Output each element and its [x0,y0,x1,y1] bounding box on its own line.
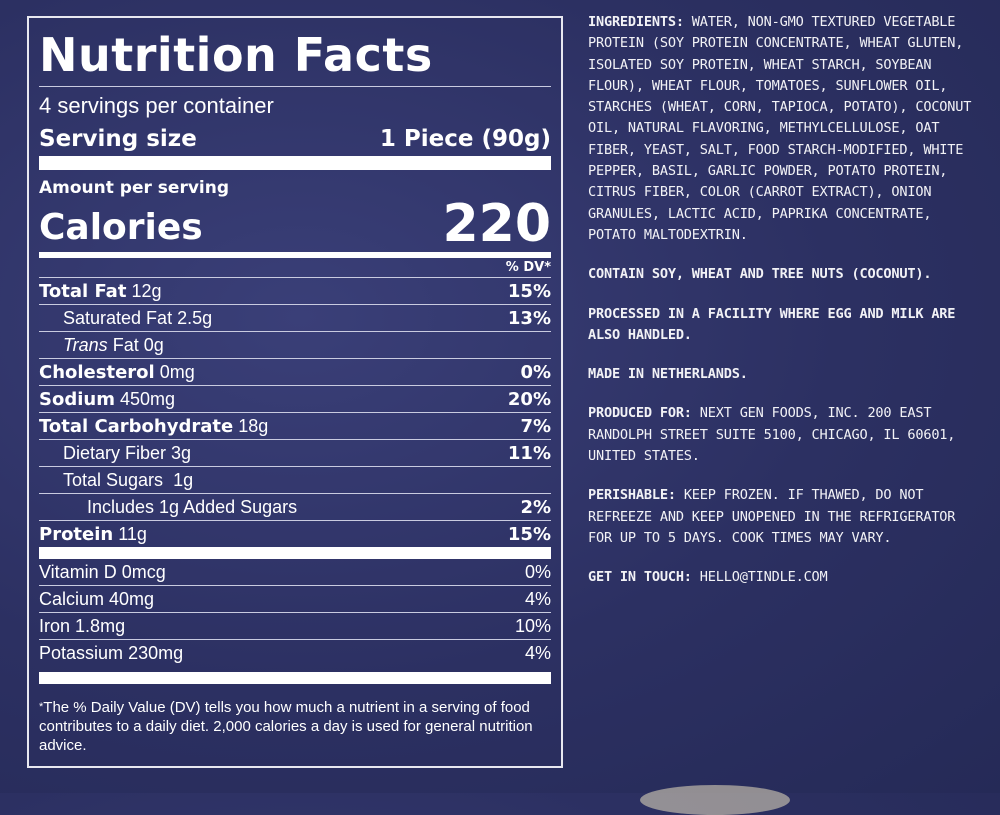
daily-value-footnote: *The % Daily Value (DV) tells you how mu… [39,699,533,754]
nutrient-name: Total Fat [39,280,127,302]
serving-size-value: 1 Piece (90g) [379,126,551,152]
daily-value-header: % DV* [505,260,551,275]
vitamin-name: Potassium [39,642,124,663]
nutrient-dv: 2% [520,496,551,518]
vitamin-amount: 40mg [109,588,155,609]
nutrient-amount: 18g [238,415,269,436]
nutrient-row-sodium: Sodium 450mg 20% [39,385,551,412]
nutrient-dv: 15% [507,280,551,302]
nutrient-dv: 0% [520,361,551,383]
thick-divider [39,156,551,170]
produced-for-heading: PRODUCED FOR: [588,405,692,422]
servings-per-container: 4 servings per container [39,93,274,118]
nutrient-amount: 1g [173,469,194,490]
thick-divider [39,672,551,684]
divider [39,86,551,87]
calories-label: Calories [39,207,203,248]
vitamin-dv: 4% [524,588,551,609]
nutrient-dv: 13% [507,307,551,329]
nutrient-row-total-carbohydrate: Total Carbohydrate 18g 7% [39,412,551,439]
vitamin-name: Calcium [39,588,105,609]
nutrient-row-total-sugars: Total Sugars 1g [39,466,551,493]
perishable-text: KEEP FROZEN. IF THAWED, DO NOT REFREEZE … [588,487,956,546]
nutrient-dv: 7% [520,415,551,437]
nutrient-row-total-fat: Total Fat 12g 15% [39,277,551,304]
nutrient-row-trans-fat: Trans Fat 0g [39,331,551,358]
nutrient-amount: 2.5g [177,307,213,328]
contact-paragraph: GET IN TOUCH: HELLO@TINDLE.COM [588,567,983,588]
thick-divider [39,547,551,559]
vitamin-dv: 10% [514,615,551,636]
nutrient-name: Saturated Fat [63,307,173,328]
vitamin-dv: 0% [524,561,551,582]
vitamin-row-calcium: Calcium 40mg 4% [39,585,551,612]
label-text-column: INGREDIENTS: WATER, NON-GMO TEXTURED VEG… [588,12,983,589]
nutrition-facts-panel: Nutrition Facts 4 servings per container… [27,16,563,768]
nutrient-name: Total Sugars [63,469,164,490]
facility-statement: PROCESSED IN A FACILITY WHERE EGG AND MI… [588,305,956,343]
nutrient-name: Total Carbohydrate [39,415,234,437]
nutrient-dv: 15% [507,523,551,545]
amount-per-serving: Amount per serving [39,178,230,198]
nutrient-row-protein: Protein 11g 15% [39,520,551,547]
medium-divider [39,252,551,258]
contact-email: HELLO@TINDLE.COM [699,569,828,586]
contact-heading: GET IN TOUCH: [588,569,692,586]
perishable-paragraph: PERISHABLE: KEEP FROZEN. IF THAWED, DO N… [588,485,983,549]
nutrition-facts-title: Nutrition Facts [39,28,433,82]
vitamin-row-potassium: Potassium 230mg 4% [39,639,551,666]
vitamin-dv: 4% [524,642,551,663]
vitamin-row-iron: Iron 1.8mg 10% [39,612,551,639]
origin-statement: MADE IN NETHERLANDS. [588,366,748,383]
product-image-edge [640,785,790,815]
nutrient-name: Trans [63,334,108,355]
calories-row: Calories 220 [39,194,551,252]
nutrient-dv: 20% [507,388,551,410]
vitamin-amount: 0mcg [121,561,166,582]
ingredients-heading: INGREDIENTS: [588,14,684,30]
nutrient-row-cholesterol: Cholesterol 0mg 0% [39,358,551,385]
vitamin-row-vitamin-d: Vitamin D 0mcg 0% [39,559,551,585]
nutrient-row-saturated-fat: Saturated Fat 2.5g 13% [39,304,551,331]
nutrient-name: Protein [39,523,114,545]
footnote-text: The % Daily Value (DV) tells you how muc… [39,699,533,754]
nutrient-amount: 0mg [159,361,195,382]
vitamin-amount: 1.8mg [75,615,126,636]
ingredients-paragraph: INGREDIENTS: WATER, NON-GMO TEXTURED VEG… [588,12,983,246]
nutrient-name: Dietary Fiber [63,442,167,463]
nutrient-row-added-sugars: Includes 1g Added Sugars 2% [39,493,551,520]
produced-for-paragraph: PRODUCED FOR: NEXT GEN FOODS, INC. 200 E… [588,403,983,467]
serving-size-label: Serving size [39,126,197,152]
nutrient-name: Includes 1g Added Sugars [87,496,298,517]
nutrient-dv: 11% [507,442,551,464]
vitamin-name: Iron [39,615,71,636]
produced-for-text: NEXT GEN FOODS, INC. 200 EAST RANDOLPH S… [588,405,956,465]
vitamin-name: Vitamin D [39,561,117,582]
serving-size-row: Serving size 1 Piece (90g) [39,122,551,156]
perishable-heading: PERISHABLE: [588,487,676,504]
nutrient-amount: 0g [143,334,164,355]
calories-value: 220 [442,194,551,254]
nutrient-name-suffix: Fat [112,334,139,355]
nutrient-row-dietary-fiber: Dietary Fiber 3g 11% [39,439,551,466]
nutrient-name: Cholesterol [39,361,155,383]
vitamin-amount: 230mg [128,642,184,663]
nutrient-amount: 11g [118,523,147,544]
allergen-statement: CONTAIN SOY, WHEAT AND TREE NUTS (COCONU… [588,266,932,283]
ingredients-text: WATER, NON-GMO TEXTURED VEGETABLE PROTEI… [588,14,972,243]
nutrient-name: Sodium [39,388,115,410]
nutrient-amount: 450mg [119,388,176,409]
nutrient-amount: 3g [171,442,192,463]
nutrient-amount: 12g [131,280,162,301]
